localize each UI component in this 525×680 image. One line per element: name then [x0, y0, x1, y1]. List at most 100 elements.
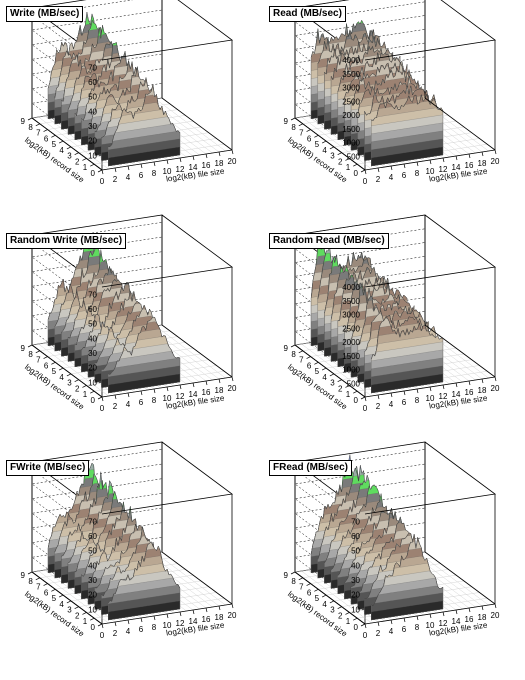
x-tick [403, 617, 406, 623]
y-tick-label: 5 [315, 594, 320, 603]
y-tick-label: 2 [338, 611, 343, 620]
x-tick-label: 4 [126, 173, 131, 182]
surface-ridge [351, 286, 422, 341]
y-tick [360, 169, 366, 173]
x-tick [390, 165, 393, 171]
x-tick [494, 149, 497, 155]
x-tick-label: 12 [176, 619, 185, 628]
x-tick-label: 18 [215, 613, 224, 622]
x-tick [205, 153, 208, 159]
y-tick [58, 594, 64, 598]
x-tick-label: 18 [215, 386, 224, 395]
surface-ridge [364, 85, 436, 116]
x-tick [231, 376, 234, 382]
surface-ridge [331, 265, 401, 320]
y-axis [294, 571, 366, 625]
x-tick-label: 18 [478, 613, 487, 622]
x-tick [364, 396, 367, 402]
z-tick-label: 4000 [342, 283, 360, 292]
y-axis [31, 344, 103, 398]
y-tick-label: 7 [36, 129, 41, 138]
y-tick-label: 9 [284, 117, 289, 126]
y-tick [90, 163, 95, 167]
x-tick [468, 153, 471, 159]
x-tick [416, 615, 419, 621]
y-tick-label: 0 [91, 169, 96, 178]
y-tick [314, 589, 319, 592]
top-edge [101, 0, 234, 61]
chart-panel-fwrite: 10 20 30 40 50 60 70 0 2 4 6 8 10 12 14 16 18 20 0 1 2 3 4 5 6 7 8… [0, 441, 262, 680]
x-tick-label: 20 [491, 611, 500, 620]
x-tick [179, 384, 182, 390]
chart-title: Random Write (MB/sec) [6, 233, 127, 249]
surface [311, 454, 443, 621]
z-tick-label: 3500 [342, 297, 360, 306]
x-tick [231, 603, 234, 609]
x-tick [153, 388, 156, 394]
y-tick [290, 571, 296, 575]
z-tick-label: 20 [88, 591, 97, 600]
x-tick-label: 14 [189, 163, 198, 172]
y-tick [329, 146, 335, 150]
y-tick-label: 3 [67, 152, 72, 161]
x-tick [429, 613, 432, 619]
y-tick-label: 9 [21, 117, 26, 126]
y-axis [31, 571, 103, 625]
z-tick-label: 3500 [342, 70, 360, 79]
floor-line [155, 98, 226, 152]
z-tick-label: 20 [88, 364, 97, 373]
y-tick-label: 8 [291, 350, 296, 359]
y-tick-label: 7 [299, 356, 304, 365]
y-tick [360, 396, 366, 400]
z-tick-label: 10 [88, 605, 97, 614]
chart-title: Write (MB/sec) [6, 6, 84, 22]
axes-front [290, 214, 497, 402]
x-tick-label: 16 [202, 388, 211, 397]
y-tick-label: 2 [75, 157, 80, 166]
chart-panel-read: 500 1000 1500 2000 2500 3000 3500 4000 0 2 4 6 8 10 12… [263, 0, 525, 226]
x-tick [390, 619, 393, 625]
y-tick-label: 6 [44, 134, 49, 143]
y-tick-label: 9 [21, 571, 26, 580]
chart-title: Random Read (MB/sec) [269, 233, 389, 249]
surface-ridge [337, 274, 408, 322]
z-tick-label: 70 [88, 517, 97, 526]
surface-ridge [324, 35, 393, 75]
surface-band [371, 146, 443, 167]
x-tick [442, 384, 445, 390]
x-tick-label: 6 [139, 398, 144, 407]
z-tick-label: 40 [351, 561, 360, 570]
y-tick-label: 7 [299, 129, 304, 138]
z-tick-label: 3000 [342, 311, 360, 320]
axes-front [27, 441, 234, 629]
x-tick-label: 2 [113, 629, 118, 638]
y-tick-label: 7 [299, 583, 304, 592]
x-tick-label: 18 [215, 159, 224, 168]
y-tick-label: 8 [28, 577, 33, 586]
y-tick [74, 379, 79, 382]
chart-panel-fread: 10 20 30 40 50 60 70 0 2 4 6 8 10 12 14 16 18 20 0 1 2 3 4 5 6 7 8… [263, 441, 525, 680]
y-tick [306, 356, 311, 359]
y-tick-label: 2 [75, 611, 80, 620]
x-tick-label: 10 [426, 167, 435, 176]
x-tick [494, 376, 497, 382]
x-tick-label: 14 [189, 390, 198, 399]
y-tick [298, 123, 303, 127]
z-tick-label: 40 [88, 561, 97, 570]
x-tick [429, 159, 432, 165]
z-tick-label: 20 [88, 137, 97, 146]
y-tick-label: 8 [291, 577, 296, 586]
y-tick-label: 0 [91, 396, 96, 405]
x-tick [231, 149, 234, 155]
surface [48, 462, 180, 621]
y-tick [35, 350, 40, 354]
x-tick-label: 8 [415, 623, 420, 632]
y-tick-label: 4 [322, 146, 327, 155]
x-tick-label: 2 [113, 175, 118, 184]
y-tick [298, 350, 303, 354]
x-tick [481, 605, 484, 611]
y-tick-label: 1 [346, 163, 351, 172]
x-tick-label: 20 [491, 157, 500, 166]
surface-ridge [357, 295, 429, 345]
